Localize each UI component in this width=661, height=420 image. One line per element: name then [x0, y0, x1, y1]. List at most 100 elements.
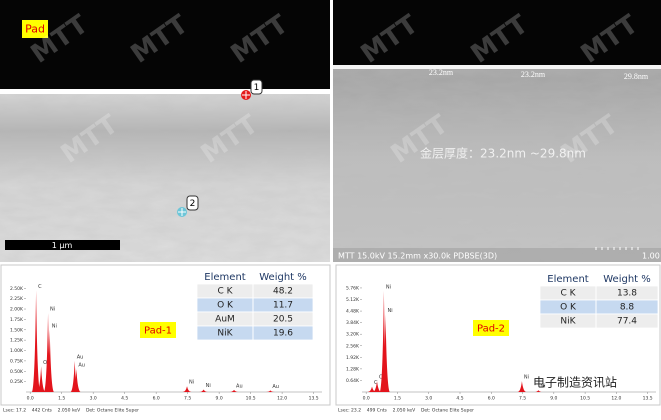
y-tick-label: 1.75K	[10, 317, 24, 323]
table-header-cell: Element	[204, 272, 245, 283]
peak-label: Ni	[189, 380, 194, 386]
x-tick-label: 9.0	[216, 396, 223, 402]
logo-text: 电子制造资讯站	[533, 376, 617, 390]
peak	[229, 389, 239, 392]
peak	[367, 386, 377, 392]
marker-2-label: 2	[190, 199, 196, 209]
x-tick-label: 4.5	[121, 396, 128, 402]
y-tick-label: 4.48K	[346, 309, 360, 315]
x-tick-label: 1.5	[394, 396, 401, 402]
x-tick-label: 0.0	[27, 396, 34, 402]
y-tick-label: 5.76K	[346, 285, 360, 291]
peak-label: Ni	[50, 307, 55, 313]
x-tick-label: 6.0	[153, 396, 160, 402]
table-cell: 11.7	[273, 301, 293, 311]
peak	[381, 314, 390, 392]
y-tick-label: 0.64K	[346, 378, 360, 384]
table-row	[196, 283, 314, 299]
table-cell: NiK	[560, 317, 576, 327]
x-tick-label: 7.5	[184, 396, 191, 402]
x-tick-label: 12.0	[277, 396, 287, 402]
x-tick-label: 10.5	[580, 396, 590, 402]
x-tick-label: 13.5	[309, 396, 319, 402]
thickness-label: 23.2nm	[429, 68, 454, 77]
x-tick-label: 3.0	[425, 396, 432, 402]
thickness-label: 23.2nm	[521, 70, 546, 79]
peak	[265, 390, 275, 392]
pad-label-box	[22, 20, 48, 38]
spectra: 0.25K 0.50K 0.75K 1.00K 1.25K 1.50K 1.75K 2.00K…	[3, 270, 659, 414]
peak-label: O	[379, 375, 383, 381]
peak	[70, 360, 80, 392]
table-row	[539, 313, 659, 329]
x-tick-label: 6.0	[488, 396, 495, 402]
x-tick-label: 3.0	[90, 396, 97, 402]
sem-image-right: 23.2nm 23.2nm 29.8nm 金层厚度：23.2nm ~29.8nm…	[333, 0, 661, 262]
sample-label: Pad-1	[144, 326, 172, 337]
x-tick-label: 12.0	[611, 396, 621, 402]
footer: Lsec: 17.2 442 Cnts 2.050 keV Det: Octan…	[3, 408, 139, 414]
x-tick-label: 1.5	[58, 396, 65, 402]
peak-label: Ni	[52, 323, 57, 329]
table-row	[196, 297, 314, 313]
peak-label: Au	[272, 384, 279, 390]
table-cell: 20.5	[273, 315, 293, 325]
peak	[182, 386, 192, 392]
peak-label: Ni	[540, 384, 545, 390]
sem-image-left: Pad 1 2 1 μm	[0, 0, 330, 262]
marker-1-tag	[250, 79, 263, 95]
table-cell: C K	[217, 287, 233, 297]
table-header	[540, 272, 658, 286]
peak-label: Au	[77, 354, 84, 360]
x-tick-label: 10.5	[246, 396, 256, 402]
y-tick-label: 5.12K	[346, 297, 360, 303]
peak	[43, 313, 53, 392]
peak-label: Ni	[206, 383, 211, 389]
peak	[534, 390, 543, 392]
table-cell: AuM	[215, 315, 235, 325]
x-tick-label: 13.5	[643, 396, 653, 402]
table-cell: 8.8	[620, 303, 635, 313]
peak	[71, 369, 81, 392]
peak	[31, 290, 41, 392]
table-header-cell: Weight %	[603, 274, 651, 285]
table-header	[197, 270, 313, 284]
peak	[199, 389, 208, 392]
y-tick-label: 2.50K	[10, 286, 24, 292]
footer: Lsec: 23.2 499 Cnts 2.050 keV Det: Octan…	[338, 408, 474, 414]
peak-label: Au	[236, 383, 243, 389]
marker-2-tag	[186, 195, 199, 211]
peak-label: C	[38, 284, 42, 290]
marker-1-label: 1	[254, 83, 260, 93]
sample-label: Pad-2	[477, 324, 505, 335]
scale-bar-label: 1 μm	[52, 241, 73, 250]
peak	[517, 381, 527, 392]
scale-bar-box	[5, 240, 120, 250]
peak-label: O	[43, 360, 47, 366]
y-tick-label: 0.50K	[10, 369, 24, 375]
x-tick-label: 7.5	[519, 396, 526, 402]
sample-label-box	[473, 320, 509, 336]
table-header-cell: Weight %	[259, 272, 307, 283]
y-tick-label: 0.75K	[10, 358, 24, 364]
y-tick-label: 2.56K	[346, 343, 360, 349]
pad-label: Pad	[25, 23, 45, 36]
table-row	[196, 325, 314, 341]
scale-label: 1.00	[642, 252, 660, 261]
table-cell: O K	[560, 303, 577, 313]
peak-label: C	[374, 380, 378, 386]
y-tick-label: 3.84K	[346, 320, 360, 326]
y-tick-label: 1.28K	[346, 366, 360, 372]
table-cell: 48.2	[273, 287, 293, 297]
thickness-caption: 金层厚度：23.2nm ~29.8nm	[420, 146, 586, 161]
peak	[379, 290, 389, 392]
y-tick-label: 1.92K	[346, 355, 360, 361]
table-cell: 19.6	[273, 329, 293, 339]
peak-label: Ni	[386, 284, 391, 290]
info-bar: MTT 15.0kV 15.2mm x30.0k PDBSE(3D)	[338, 252, 497, 261]
x-tick-label: 4.5	[456, 396, 463, 402]
y-tick-label: 3.20K	[346, 332, 360, 338]
table-cell: 13.8	[617, 289, 637, 299]
y-tick-label: 1.25K	[10, 338, 24, 344]
